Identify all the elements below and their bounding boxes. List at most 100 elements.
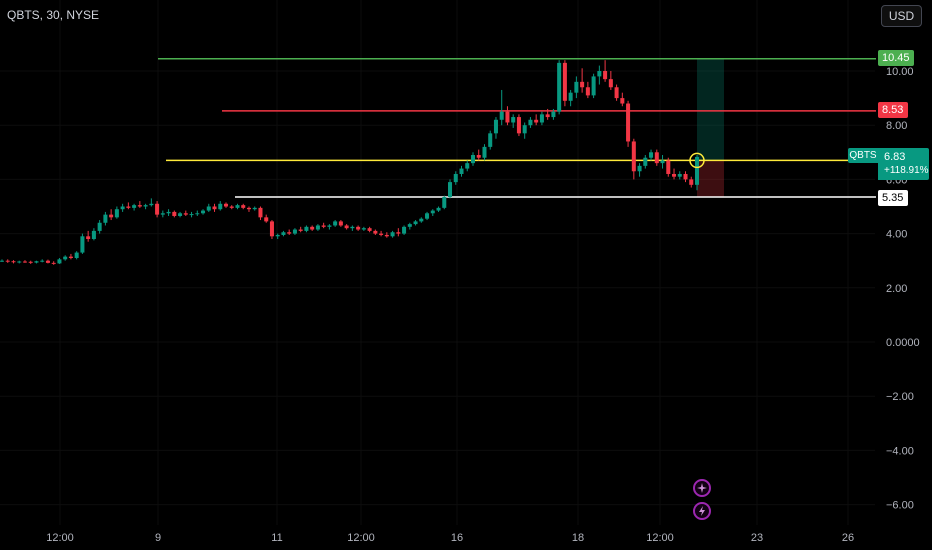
candle-body bbox=[390, 232, 395, 237]
candle-body bbox=[666, 160, 671, 174]
candle-body bbox=[235, 205, 240, 208]
candle-body bbox=[195, 213, 200, 215]
candle-body bbox=[57, 259, 62, 264]
candle-body bbox=[28, 261, 33, 263]
candle-body bbox=[413, 221, 418, 225]
candle-body bbox=[0, 260, 5, 262]
current-price-value: 6.83 bbox=[884, 151, 906, 163]
y-tick-label: 8.00 bbox=[886, 120, 907, 132]
candle-body bbox=[539, 114, 544, 123]
candle-body bbox=[229, 206, 234, 208]
mid-price-label: 8.53 bbox=[878, 102, 908, 118]
candle-body bbox=[166, 211, 171, 214]
x-tick-label: 23 bbox=[751, 532, 763, 544]
x-tick-label: 11 bbox=[271, 532, 282, 544]
candle-body bbox=[470, 155, 476, 164]
candle-body bbox=[522, 125, 527, 134]
currency-button[interactable]: USD bbox=[881, 5, 922, 27]
entry-marker-circle bbox=[689, 152, 705, 169]
candle-body bbox=[585, 87, 590, 96]
candle-body bbox=[178, 213, 183, 216]
candle-body bbox=[97, 222, 102, 231]
candle-body bbox=[465, 163, 470, 169]
rocket-icon[interactable] bbox=[693, 479, 711, 497]
candle-body bbox=[453, 173, 458, 183]
chart-grid bbox=[0, 0, 875, 525]
candle-body bbox=[333, 221, 338, 226]
candle-body bbox=[407, 224, 412, 227]
candle-body bbox=[338, 221, 343, 226]
candle-body bbox=[327, 225, 332, 227]
candle-body bbox=[672, 173, 677, 177]
y-axis-ticks: 10.008.006.004.002.000.0000−2.00−4.00−6.… bbox=[886, 66, 920, 512]
candle-body bbox=[86, 236, 91, 240]
candle-body bbox=[545, 114, 550, 118]
candle-body bbox=[694, 156, 700, 185]
candle-body bbox=[660, 160, 665, 164]
candle-body bbox=[597, 71, 602, 77]
candle-body bbox=[315, 225, 320, 230]
candle-body bbox=[591, 76, 596, 96]
candle-body bbox=[22, 261, 27, 263]
candle-body bbox=[620, 98, 625, 104]
candle-body bbox=[91, 230, 96, 240]
y-tick-label: 4.00 bbox=[886, 229, 907, 241]
candle-body bbox=[689, 179, 694, 185]
candle-body bbox=[252, 207, 257, 210]
x-tick-label: 12:00 bbox=[646, 532, 674, 544]
y-tick-label: −2.00 bbox=[886, 391, 914, 403]
candle-body bbox=[649, 152, 654, 158]
candle-body bbox=[120, 206, 125, 210]
candle-body bbox=[218, 203, 223, 210]
candle-body bbox=[402, 226, 407, 234]
candle-body bbox=[206, 206, 211, 211]
candle-body bbox=[298, 229, 303, 231]
y-tick-label: 0.0000 bbox=[886, 337, 920, 349]
candle-body bbox=[499, 111, 504, 120]
y-tick-label: −6.00 bbox=[886, 500, 914, 512]
candle-body bbox=[448, 182, 453, 198]
candle-body bbox=[258, 207, 263, 218]
candle-body bbox=[493, 119, 498, 134]
candle-body bbox=[436, 207, 441, 211]
horizontal-levels bbox=[158, 58, 876, 198]
candle-body bbox=[430, 210, 435, 214]
candle-body bbox=[292, 229, 297, 234]
candle-body bbox=[505, 111, 510, 123]
candle-body bbox=[40, 260, 45, 262]
candle-body bbox=[310, 226, 315, 230]
candle-body bbox=[654, 152, 659, 164]
candle-body bbox=[183, 213, 188, 215]
candle-body bbox=[172, 211, 177, 216]
candle-body bbox=[143, 205, 148, 207]
x-tick-label: 16 bbox=[451, 532, 463, 544]
candle-body bbox=[637, 165, 642, 172]
candle-body bbox=[304, 226, 309, 231]
candle-body bbox=[603, 71, 608, 80]
candle-body bbox=[419, 218, 424, 222]
candle-body bbox=[137, 205, 142, 207]
current-price-change: +118.91% bbox=[884, 165, 929, 176]
symbol-price-tag: QBTS bbox=[848, 148, 878, 163]
candle-body bbox=[511, 117, 516, 123]
candle-body bbox=[246, 207, 251, 210]
candle-body bbox=[321, 225, 326, 227]
candle-body bbox=[264, 217, 269, 222]
target-price-label: 10.45 bbox=[878, 50, 914, 66]
profit-zone bbox=[697, 58, 724, 161]
candle-body bbox=[160, 213, 165, 215]
candle-body bbox=[241, 205, 246, 208]
lightning-icon[interactable] bbox=[693, 502, 711, 520]
candle-body bbox=[269, 221, 274, 237]
candle-body bbox=[68, 256, 73, 258]
candle-body bbox=[223, 203, 229, 207]
candle-body bbox=[442, 197, 447, 208]
candle-body bbox=[580, 81, 585, 88]
candle-body bbox=[482, 146, 487, 158]
x-tick-label: 9 bbox=[155, 532, 161, 544]
candle-body bbox=[574, 81, 579, 93]
candle-body bbox=[643, 157, 648, 166]
candle-body bbox=[275, 234, 280, 237]
current-price-tag: 6.83 +118.91% bbox=[878, 148, 929, 180]
